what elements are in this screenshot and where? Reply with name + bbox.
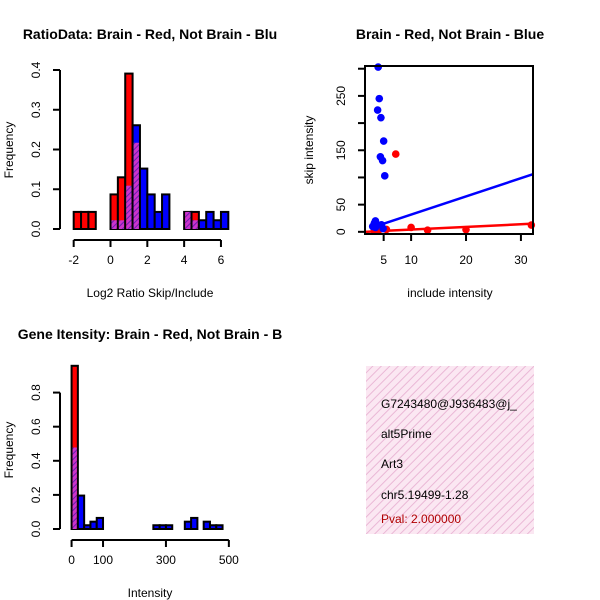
gene-bar-overlap [72,447,77,529]
ratio-y-tick-label: 0.0 [29,220,43,237]
ratio-histogram-panel: RatioData: Brain - Red, Not Brain - Blu … [2,26,277,300]
ratio-bar-overlap [111,220,117,229]
scatter-x-tick-label: 30 [514,253,528,267]
gene-y-tick-label: 0.6 [29,418,43,435]
ratio-bar-overlap [185,211,191,229]
scatter-title: Brain - Red, Not Brain - Blue [356,26,544,42]
gene-x-tick-label: 0 [68,553,75,567]
scatter-point-not-brain [380,172,389,180]
ratio-bar-not-brain [197,219,208,231]
gene-histogram-axes: 0 100 300 500 0.0 0.2 0.4 0.6 0.8 [29,384,239,567]
ratio-x-tick-label: 0 [107,253,114,267]
ratio-bar-overlap [133,142,139,229]
scatter-point-brain [391,150,400,158]
ratio-y-tick-label: 0.3 [29,101,43,118]
gene-x-tick-label: 100 [93,553,113,567]
scatter-point-not-brain [379,224,387,233]
scatter-y-tick-label: 50 [334,198,348,212]
scatter-point-brain [407,223,415,232]
ratio-histogram-bars [72,72,230,231]
gene-y-tick-label: 0.2 [29,486,43,503]
ratio-bar-not-brain [138,167,149,230]
ratio-bar-not-brain [219,210,230,231]
scatter-y-tick-label: 0 [334,228,348,235]
scatter-point-brain [527,221,536,229]
gene-x-tick-label: 300 [156,553,176,567]
ratio-histogram-axes: -2 0 2 4 6 0.0 0.1 0.2 0.3 0.4 [29,61,225,267]
intensity-scatter-panel: Brain - Red, Not Brain - Blue include in… [302,26,544,300]
ratio-bar-overlap [118,220,125,229]
scatter-point-not-brain [373,106,382,114]
ratio-bar-not-brain [205,210,215,231]
info-event-type: alt5Prime [381,427,432,441]
info-probe-id: G7243480@J936483@j_ [381,397,517,411]
scatter-point-not-brain [375,94,384,103]
scatter-xlabel: include intensity [407,286,492,300]
ratio-bar-not-brain [153,210,164,231]
scatter-point-not-brain [378,156,387,165]
info-pval: Pval: 2.000000 [381,512,461,526]
scatter-x-tick-label: 20 [459,253,473,267]
gene-y-tick-label: 0.4 [29,452,43,469]
ratio-bar-overlap [126,185,132,229]
info-gene-name: Art3 [381,457,403,471]
ratio-y-tick-label: 0.1 [29,181,43,198]
gene-x-tick-label: 500 [219,553,239,567]
info-panel-background [366,366,534,534]
gene-bar-not-brain [215,524,224,530]
ratio-x-tick-label: 4 [181,253,188,267]
ratio-x-tick-label: 2 [144,253,151,267]
scatter-point-not-brain [374,63,382,71]
ratio-bar-brain [80,210,90,231]
gene-histogram-xlabel: Intensity [128,586,173,600]
gene-bar-not-brain [76,494,86,530]
scatter-x-tick-label: 10 [404,253,418,267]
ratio-bar-overlap [192,220,198,229]
ratio-histogram-title: RatioData: Brain - Red, Not Brain - Blu [23,26,277,42]
ratio-y-tick-label: 0.2 [29,141,43,158]
ratio-bar-not-brain [161,193,171,230]
gene-bar-not-brain [190,516,199,530]
scatter-fit-line-not-brain [375,173,534,228]
scatter-y-tick-label: 250 [334,86,348,106]
scatter-point-not-brain [379,137,388,145]
ratio-bar-not-brain [146,193,156,230]
ratio-x-tick-label: -2 [68,253,79,267]
scatter-marks [364,63,536,235]
ratio-histogram-ylabel: Frequency [2,122,16,179]
ratio-histogram-xlabel: Log2 Ratio Skip/Include [87,286,214,300]
gene-histogram-ylabel: Frequency [2,422,16,479]
scatter-axes: 5 10 20 30 0 50 150 250 [334,65,534,267]
scatter-x-tick-label: 5 [380,253,387,267]
gene-y-tick-label: 0.0 [29,520,43,537]
ratio-bar-brain [72,210,83,231]
scatter-ylabel: skip intensity [302,116,316,185]
info-panel: G7243480@J936483@j_ alt5Prime Art3 chr5.… [366,366,534,534]
scatter-plot-box [364,65,534,235]
ratio-bar-not-brain [212,219,222,231]
gene-histogram-bars [70,364,224,530]
ratio-x-tick-label: 6 [218,253,225,267]
scatter-fit-line-brain [364,222,534,234]
scatter-point-not-brain [371,223,380,232]
ratio-y-tick-label: 0.4 [29,61,43,78]
ratio-bar-brain [87,210,97,231]
info-location: chr5.19499-1.28 [381,488,469,502]
gene-bar-not-brain [164,524,174,530]
scatter-y-tick-label: 150 [334,140,348,160]
scatter-point-not-brain [377,113,385,122]
gene-intensity-histogram-panel: Gene Itensity: Brain - Red, Not Brain - … [2,326,282,600]
scatter-point-brain [423,226,432,234]
gene-histogram-title: Gene Itensity: Brain - Red, Not Brain - … [18,326,282,342]
gene-bar-not-brain [95,516,105,530]
gene-y-tick-label: 0.8 [29,384,43,401]
scatter-point-brain [462,225,470,234]
